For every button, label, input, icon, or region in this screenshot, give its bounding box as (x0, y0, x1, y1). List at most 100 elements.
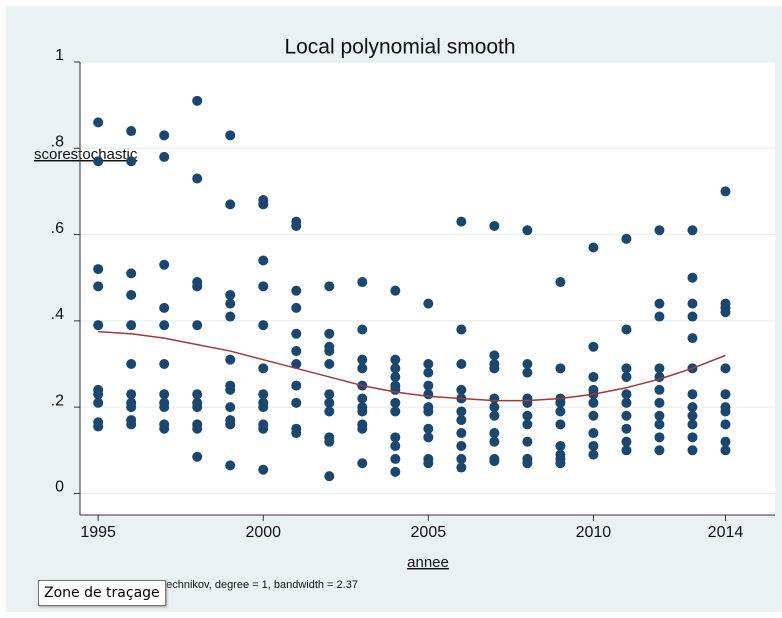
x-tick-label: 2010 (576, 524, 612, 541)
point (621, 233, 632, 244)
point (588, 397, 599, 408)
point (654, 225, 665, 236)
note: nechnikov, degree = 1, bandwidth = 2.37 (160, 579, 358, 591)
point (159, 320, 170, 331)
point (93, 156, 104, 167)
chart-title: Local polynomial smooth (284, 36, 515, 59)
point (225, 289, 236, 300)
point (588, 428, 599, 439)
point (258, 464, 269, 475)
point (687, 410, 698, 421)
point (159, 423, 170, 434)
point (192, 451, 203, 462)
point (588, 242, 599, 253)
x-tick-label: 1995 (80, 524, 116, 541)
point (423, 389, 434, 400)
point (621, 324, 632, 335)
point (654, 410, 665, 421)
point (522, 397, 533, 408)
point (159, 302, 170, 313)
point (456, 216, 467, 227)
point (159, 359, 170, 369)
point (687, 225, 698, 236)
point (225, 130, 236, 141)
point (555, 397, 566, 408)
point (93, 264, 104, 275)
point (687, 419, 698, 430)
point (192, 281, 203, 292)
point (621, 423, 632, 434)
point (357, 458, 368, 469)
point (654, 363, 665, 374)
point (390, 453, 401, 464)
point (555, 406, 566, 417)
point (456, 415, 467, 426)
point (291, 397, 302, 408)
y-tick-label: 0 (55, 479, 64, 496)
point (489, 410, 500, 421)
point (225, 354, 236, 365)
point (588, 410, 599, 421)
point (93, 117, 104, 128)
point (489, 363, 500, 374)
point (489, 402, 500, 413)
point (687, 298, 698, 309)
point (159, 259, 170, 270)
point (654, 298, 665, 309)
point (456, 406, 467, 417)
y-axis-label: scorestochastic (34, 146, 138, 163)
point (720, 307, 731, 318)
point (258, 423, 269, 434)
point (456, 440, 467, 451)
point (225, 384, 236, 395)
point (324, 346, 335, 357)
point (489, 393, 500, 404)
point (522, 436, 533, 447)
point (390, 354, 401, 365)
point (654, 384, 665, 395)
point (687, 333, 698, 344)
point (423, 406, 434, 417)
point (258, 199, 269, 210)
point (258, 320, 269, 331)
point (720, 445, 731, 456)
point (324, 359, 335, 369)
point (423, 423, 434, 434)
point (456, 428, 467, 439)
x-axis-label: annee (407, 554, 449, 571)
point (456, 384, 467, 395)
x-tick-label: 2014 (708, 524, 744, 541)
point (456, 324, 467, 335)
point (291, 328, 302, 339)
point (687, 445, 698, 456)
point (687, 432, 698, 443)
point (522, 419, 533, 430)
point (258, 255, 269, 266)
point (489, 436, 500, 447)
point (159, 151, 170, 162)
point (225, 402, 236, 413)
point (390, 285, 401, 296)
point (654, 311, 665, 322)
point (621, 397, 632, 408)
y-tick-label: 1 (55, 47, 64, 64)
point (621, 371, 632, 382)
point (423, 359, 434, 369)
y-tick-label: .4 (51, 306, 64, 323)
point (720, 389, 731, 400)
point (291, 380, 302, 391)
point (225, 298, 236, 309)
point (225, 199, 236, 210)
point (555, 458, 566, 469)
point (291, 302, 302, 313)
point (687, 311, 698, 322)
point (225, 419, 236, 430)
point (258, 389, 269, 400)
point (390, 466, 401, 477)
x-tick-label: 2005 (411, 524, 447, 541)
point (720, 419, 731, 430)
point (720, 363, 731, 374)
point (291, 285, 302, 296)
